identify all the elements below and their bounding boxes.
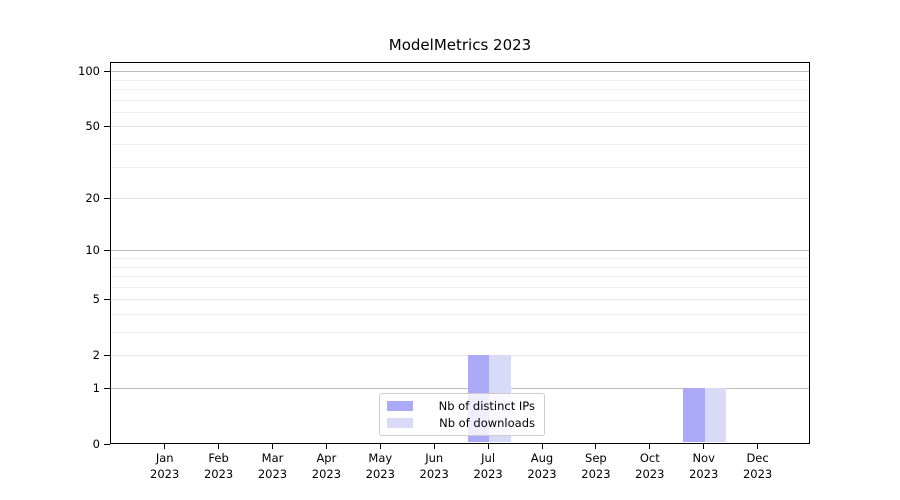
x-tick-may xyxy=(379,444,381,449)
gridline-50 xyxy=(111,126,809,128)
x-tick-label-feb: Feb 2023 xyxy=(203,451,234,481)
x-tick-label-mar: Mar 2023 xyxy=(257,451,288,481)
gridline-20 xyxy=(111,198,809,200)
y-tick-50 xyxy=(104,125,110,127)
x-tick-mar xyxy=(272,444,273,449)
y-tick-0 xyxy=(104,443,110,445)
gridline-4 xyxy=(111,313,809,315)
x-tick-label-sep: Sep 2023 xyxy=(581,451,611,481)
gridline-7 xyxy=(111,276,809,278)
y-tick-label-50: 50 xyxy=(85,119,100,134)
gridline-90 xyxy=(111,79,809,81)
y-tick-label-2: 2 xyxy=(92,348,100,363)
gridline-6 xyxy=(111,286,809,288)
x-tick-jan xyxy=(164,444,166,449)
y-tick-2 xyxy=(104,354,110,356)
x-tick-apr xyxy=(325,444,327,449)
legend-swatch-downloads xyxy=(387,418,413,428)
x-tick-label-may: May 2023 xyxy=(365,451,395,481)
x-tick-nov xyxy=(703,444,705,449)
bar-nb-of-downloads-nov xyxy=(704,388,727,442)
gridline-1 xyxy=(111,388,809,389)
y-tick-label-1: 1 xyxy=(92,381,100,395)
gridline-8 xyxy=(111,266,809,268)
legend-item-downloads: Nb of downloads xyxy=(387,416,535,430)
gridline-60 xyxy=(111,111,809,113)
gridline-40 xyxy=(111,144,809,146)
x-tick-dec xyxy=(757,444,759,449)
legend-label-downloads: Nb of downloads xyxy=(439,416,535,430)
x-tick-label-aug: Aug 2023 xyxy=(527,451,557,481)
y-tick-1 xyxy=(104,387,110,389)
legend: Nb of distinct IPs Nb of downloads xyxy=(379,393,545,436)
y-tick-label-5: 5 xyxy=(92,292,100,307)
gridline-10 xyxy=(111,250,809,252)
gridline-30 xyxy=(111,166,809,168)
x-tick-label-dec: Dec 2023 xyxy=(742,451,773,481)
gridline-100 xyxy=(111,71,809,73)
x-tick-oct xyxy=(649,444,651,449)
x-tick-jun xyxy=(433,444,435,449)
y-tick-10 xyxy=(104,249,110,251)
x-tick-label-jan: Jan 2023 xyxy=(150,451,180,481)
x-tick-label-nov: Nov 2023 xyxy=(689,451,719,481)
y-tick-20 xyxy=(104,197,110,199)
x-tick-aug xyxy=(541,444,543,449)
x-tick-sep xyxy=(595,444,597,449)
y-tick-label-10: 10 xyxy=(85,243,100,258)
plot-area xyxy=(110,62,810,444)
x-tick-jul xyxy=(487,444,489,449)
y-tick-label-20: 20 xyxy=(85,191,100,206)
x-tick-label-jun: Jun 2023 xyxy=(419,451,449,481)
y-tick-5 xyxy=(104,298,110,300)
gridline-5 xyxy=(111,299,809,301)
x-tick-label-jul: Jul 2023 xyxy=(473,451,503,481)
legend-swatch-distinct-ips xyxy=(387,401,413,411)
legend-item-distinct-ips: Nb of distinct IPs xyxy=(387,399,535,413)
chart-title: ModelMetrics 2023 xyxy=(388,36,532,54)
gridline-3 xyxy=(111,332,809,333)
x-tick-label-apr: Apr 2023 xyxy=(311,451,342,481)
y-tick-100 xyxy=(104,70,110,72)
y-tick-label-0: 0 xyxy=(92,437,100,451)
bar-nb-of-distinct-ips-nov xyxy=(683,388,705,442)
gridline-2 xyxy=(111,355,809,357)
gridline-9 xyxy=(111,257,809,259)
x-tick-label-oct: Oct 2023 xyxy=(635,451,665,481)
gridline-80 xyxy=(111,89,809,91)
legend-label-distinct-ips: Nb of distinct IPs xyxy=(438,399,535,413)
y-tick-label-100: 100 xyxy=(78,64,100,79)
gridline-70 xyxy=(111,99,809,101)
x-tick-feb xyxy=(218,444,220,449)
